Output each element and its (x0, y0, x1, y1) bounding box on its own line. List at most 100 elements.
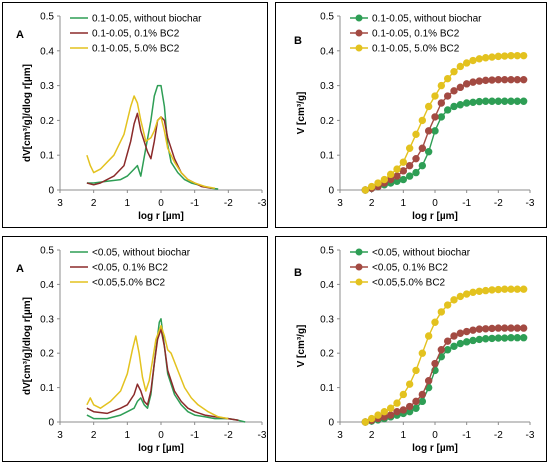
x-tick-label: 0 (158, 430, 164, 441)
legend-label: <0.05,5.0% BC2 (92, 278, 166, 289)
data-point (507, 97, 515, 105)
y-tick-label: 0 (48, 186, 54, 197)
data-point (418, 116, 427, 125)
y-tick-label: 0.5 (40, 246, 54, 257)
data-point (380, 175, 389, 184)
data-point (374, 411, 382, 419)
data-point (412, 168, 420, 177)
x-tick-label: 1 (401, 430, 407, 441)
x-tick-label: -3 (258, 198, 267, 209)
data-point (507, 75, 515, 84)
x-tick-label: -1 (462, 430, 471, 441)
data-point (418, 161, 427, 170)
x-tick-label: -1 (190, 198, 199, 209)
x-tick-label: -3 (526, 430, 535, 441)
x-tick-label: 3 (337, 430, 343, 441)
data-point (405, 161, 414, 170)
legend-label: 0.1-0.05, without biochar (372, 14, 482, 25)
data-point (424, 148, 433, 156)
x-tick-label: 1 (125, 430, 131, 441)
data-point (462, 327, 471, 336)
data-point (462, 290, 471, 298)
data-point (399, 167, 408, 175)
data-point (481, 97, 490, 105)
chart-panel-2: 0 0.1 0.2 0.3 0.4 0.5 3 2 1 0 -1 -2 -3 log r [µm] V [c… (294, 12, 535, 223)
legend-swatch-marker (355, 14, 363, 22)
data-point (475, 97, 484, 106)
y-tick-label: 0 (328, 186, 334, 197)
x-tick-label: -2 (494, 430, 503, 441)
data-point (424, 377, 433, 385)
data-point (475, 287, 484, 295)
data-point (399, 175, 408, 184)
data-point (507, 324, 515, 332)
x-tick-label: -1 (190, 430, 199, 441)
y-tick-label: 0.3 (320, 81, 334, 92)
data-point (488, 324, 496, 333)
data-point (488, 334, 496, 343)
data-point (481, 335, 490, 343)
data-point (405, 380, 414, 388)
data-point (519, 324, 528, 332)
data-point (475, 77, 484, 85)
data-point (494, 334, 503, 342)
y-axis-title: dV[cm³/g]/dlog r[µm] (22, 297, 33, 395)
x-tick-label: -3 (258, 430, 267, 441)
data-point (361, 186, 370, 194)
data-point (494, 285, 503, 294)
data-point (519, 75, 528, 84)
y-tick-label: 0.2 (320, 349, 334, 360)
y-tick-label: 0.1 (320, 383, 334, 394)
legend-label: <0.05, without biochar (372, 248, 471, 259)
legend-swatch-marker (355, 29, 363, 37)
series-line-1 (86, 84, 219, 190)
panel-letter: B (294, 267, 302, 279)
data-point (450, 67, 458, 76)
panel-letter: A (16, 263, 24, 275)
data-point (488, 286, 496, 294)
data-point (412, 404, 420, 412)
data-point (431, 318, 439, 326)
data-point (412, 130, 420, 139)
data-point (469, 288, 477, 297)
panel-frame-bottom-left (2, 236, 268, 462)
data-point (437, 81, 446, 90)
data-point (462, 338, 471, 346)
data-point (386, 170, 395, 179)
y-tick-label: 0.1 (40, 151, 54, 162)
data-point (507, 334, 515, 342)
data-point (513, 75, 522, 84)
data-point (519, 51, 528, 60)
data-point (405, 172, 414, 180)
x-tick-label: 0 (158, 198, 164, 209)
data-point (386, 404, 395, 412)
data-point (462, 80, 471, 88)
data-point (450, 296, 458, 304)
y-tick-label: 0.3 (40, 314, 54, 325)
data-point (431, 127, 439, 135)
data-point (475, 325, 484, 333)
series-line-3 (86, 324, 229, 420)
y-tick-label: 0.2 (40, 116, 54, 127)
legend-swatch-marker (355, 278, 363, 286)
series-line-2 (86, 112, 212, 190)
data-point (443, 301, 452, 309)
series-line-2 (86, 328, 239, 422)
data-point (437, 308, 446, 316)
y-tick-label: 0.2 (320, 116, 334, 127)
data-point (500, 334, 509, 342)
data-point (393, 165, 401, 173)
x-axis-title: log r [µm] (412, 211, 458, 222)
legend-label: <0.05,5.0% BC2 (372, 278, 446, 289)
data-point (418, 390, 427, 399)
data-point (488, 53, 496, 61)
data-point (469, 98, 477, 107)
data-point (481, 76, 490, 85)
data-point (456, 339, 465, 348)
data-point (412, 397, 420, 406)
data-point (443, 92, 452, 100)
data-point (488, 97, 496, 105)
data-point (393, 407, 401, 416)
